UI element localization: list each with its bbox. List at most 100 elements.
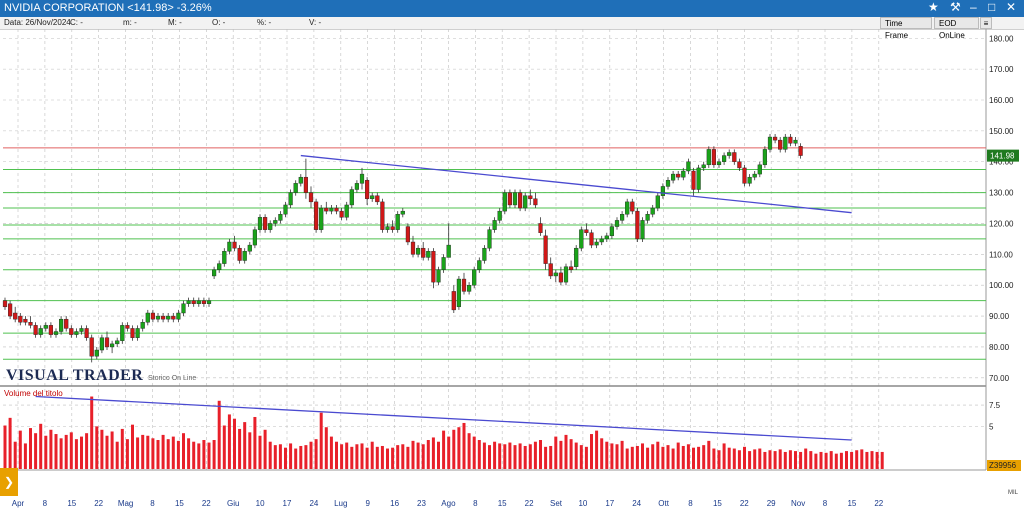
volume-bar (110, 431, 114, 469)
candle (793, 137, 798, 147)
time-tick-label: 10 (256, 499, 265, 508)
volume-bar (539, 440, 542, 469)
volume-bar (396, 445, 400, 469)
volume-bar (809, 451, 813, 469)
time-tick-label: 24 (632, 499, 641, 508)
menu-icon[interactable]: ≡ (980, 17, 992, 29)
candle-body (711, 149, 716, 166)
candle-body (446, 244, 451, 258)
time-tick-label: 9 (365, 499, 370, 508)
candle-body (13, 312, 18, 320)
candle-body (467, 285, 472, 292)
volume-bar (743, 446, 746, 469)
candle (380, 198, 385, 233)
volume-bar (243, 422, 247, 469)
candle (176, 309, 181, 323)
candle-body (339, 210, 344, 218)
candle-body (191, 300, 196, 304)
tools-icon[interactable]: ⚒ (950, 0, 961, 14)
volume-bar (839, 452, 843, 469)
candle (441, 254, 446, 273)
candle (64, 316, 69, 332)
volume-bar (391, 447, 395, 469)
candle (635, 208, 640, 242)
minimize-icon[interactable]: – (970, 0, 977, 14)
candle (257, 214, 263, 233)
candle (171, 313, 176, 323)
candle-body (84, 328, 89, 338)
price-trendline (300, 154, 852, 214)
volume-bar (549, 445, 553, 469)
candle (676, 171, 681, 181)
volume-bar (722, 443, 726, 469)
candle-body (477, 260, 482, 270)
candle-body (293, 183, 298, 193)
candle-body (762, 149, 767, 166)
candle (278, 211, 283, 224)
candle (160, 313, 166, 323)
candle (303, 158, 308, 199)
volume-bar (238, 428, 242, 469)
volume-bar (794, 451, 797, 469)
candle-body (528, 195, 533, 199)
volume-bar (85, 433, 89, 469)
volume-bar (707, 440, 711, 469)
timeframe-button[interactable]: Time Frame (880, 17, 932, 40)
candle (84, 325, 89, 341)
candle (89, 334, 94, 363)
candle-body (176, 312, 181, 320)
candle-body (217, 263, 222, 270)
candle-body (278, 214, 283, 221)
volume-bar (590, 434, 593, 469)
volume-bar (482, 442, 486, 469)
close-icon[interactable]: ✕ (1006, 0, 1017, 14)
candle-body (145, 312, 150, 323)
candle (217, 260, 222, 273)
support-resistance-lines (3, 147, 986, 360)
volume-bar (865, 451, 869, 469)
volume-bar (248, 432, 252, 469)
candle (614, 217, 620, 230)
candle-body (594, 241, 599, 246)
price-tick-label: 180.00 (989, 34, 1014, 43)
candle (206, 297, 212, 307)
expand-panel-button[interactable]: ❯ (0, 468, 18, 496)
candle (79, 325, 84, 335)
candle-body (48, 325, 53, 335)
candle (528, 189, 533, 205)
candle (201, 297, 206, 307)
candle-body (660, 186, 665, 196)
candle-body (533, 198, 538, 206)
candle-body (329, 207, 334, 212)
volume-bar (151, 438, 155, 469)
volume-bar (131, 424, 134, 469)
maximize-icon[interactable]: □ (988, 0, 996, 14)
volume-bar (340, 444, 344, 469)
volume-bar (666, 445, 670, 469)
candle-body (38, 328, 43, 335)
candle (553, 269, 558, 283)
candle-body (426, 251, 431, 258)
candle-body (518, 192, 523, 209)
volume-bar (554, 436, 558, 469)
favorite-icon[interactable]: ★ (928, 0, 939, 14)
volume-bar (212, 440, 216, 469)
candle (686, 158, 691, 175)
mode-selector[interactable]: EOD OnLine (934, 17, 979, 40)
price-tick-label: 140.00 (989, 158, 1014, 167)
candle (716, 158, 722, 168)
candle-body (671, 173, 676, 181)
candle-body (558, 272, 563, 283)
price-tick-label: 90.00 (989, 312, 1010, 321)
volume-bar (513, 445, 517, 469)
volume-bar (49, 429, 53, 469)
candle (512, 189, 518, 209)
price-volume-chart[interactable]: 70.00 80.00 90.00 100.00 110.00 120.00 130.00 1… (0, 29, 1024, 508)
time-tick-label: 8 (823, 499, 828, 508)
candle-body (783, 136, 788, 150)
volume-bar (289, 443, 293, 469)
candle-body (385, 226, 390, 230)
candle-body (125, 325, 130, 329)
volume-bar (416, 442, 420, 469)
candle-body (722, 155, 727, 162)
